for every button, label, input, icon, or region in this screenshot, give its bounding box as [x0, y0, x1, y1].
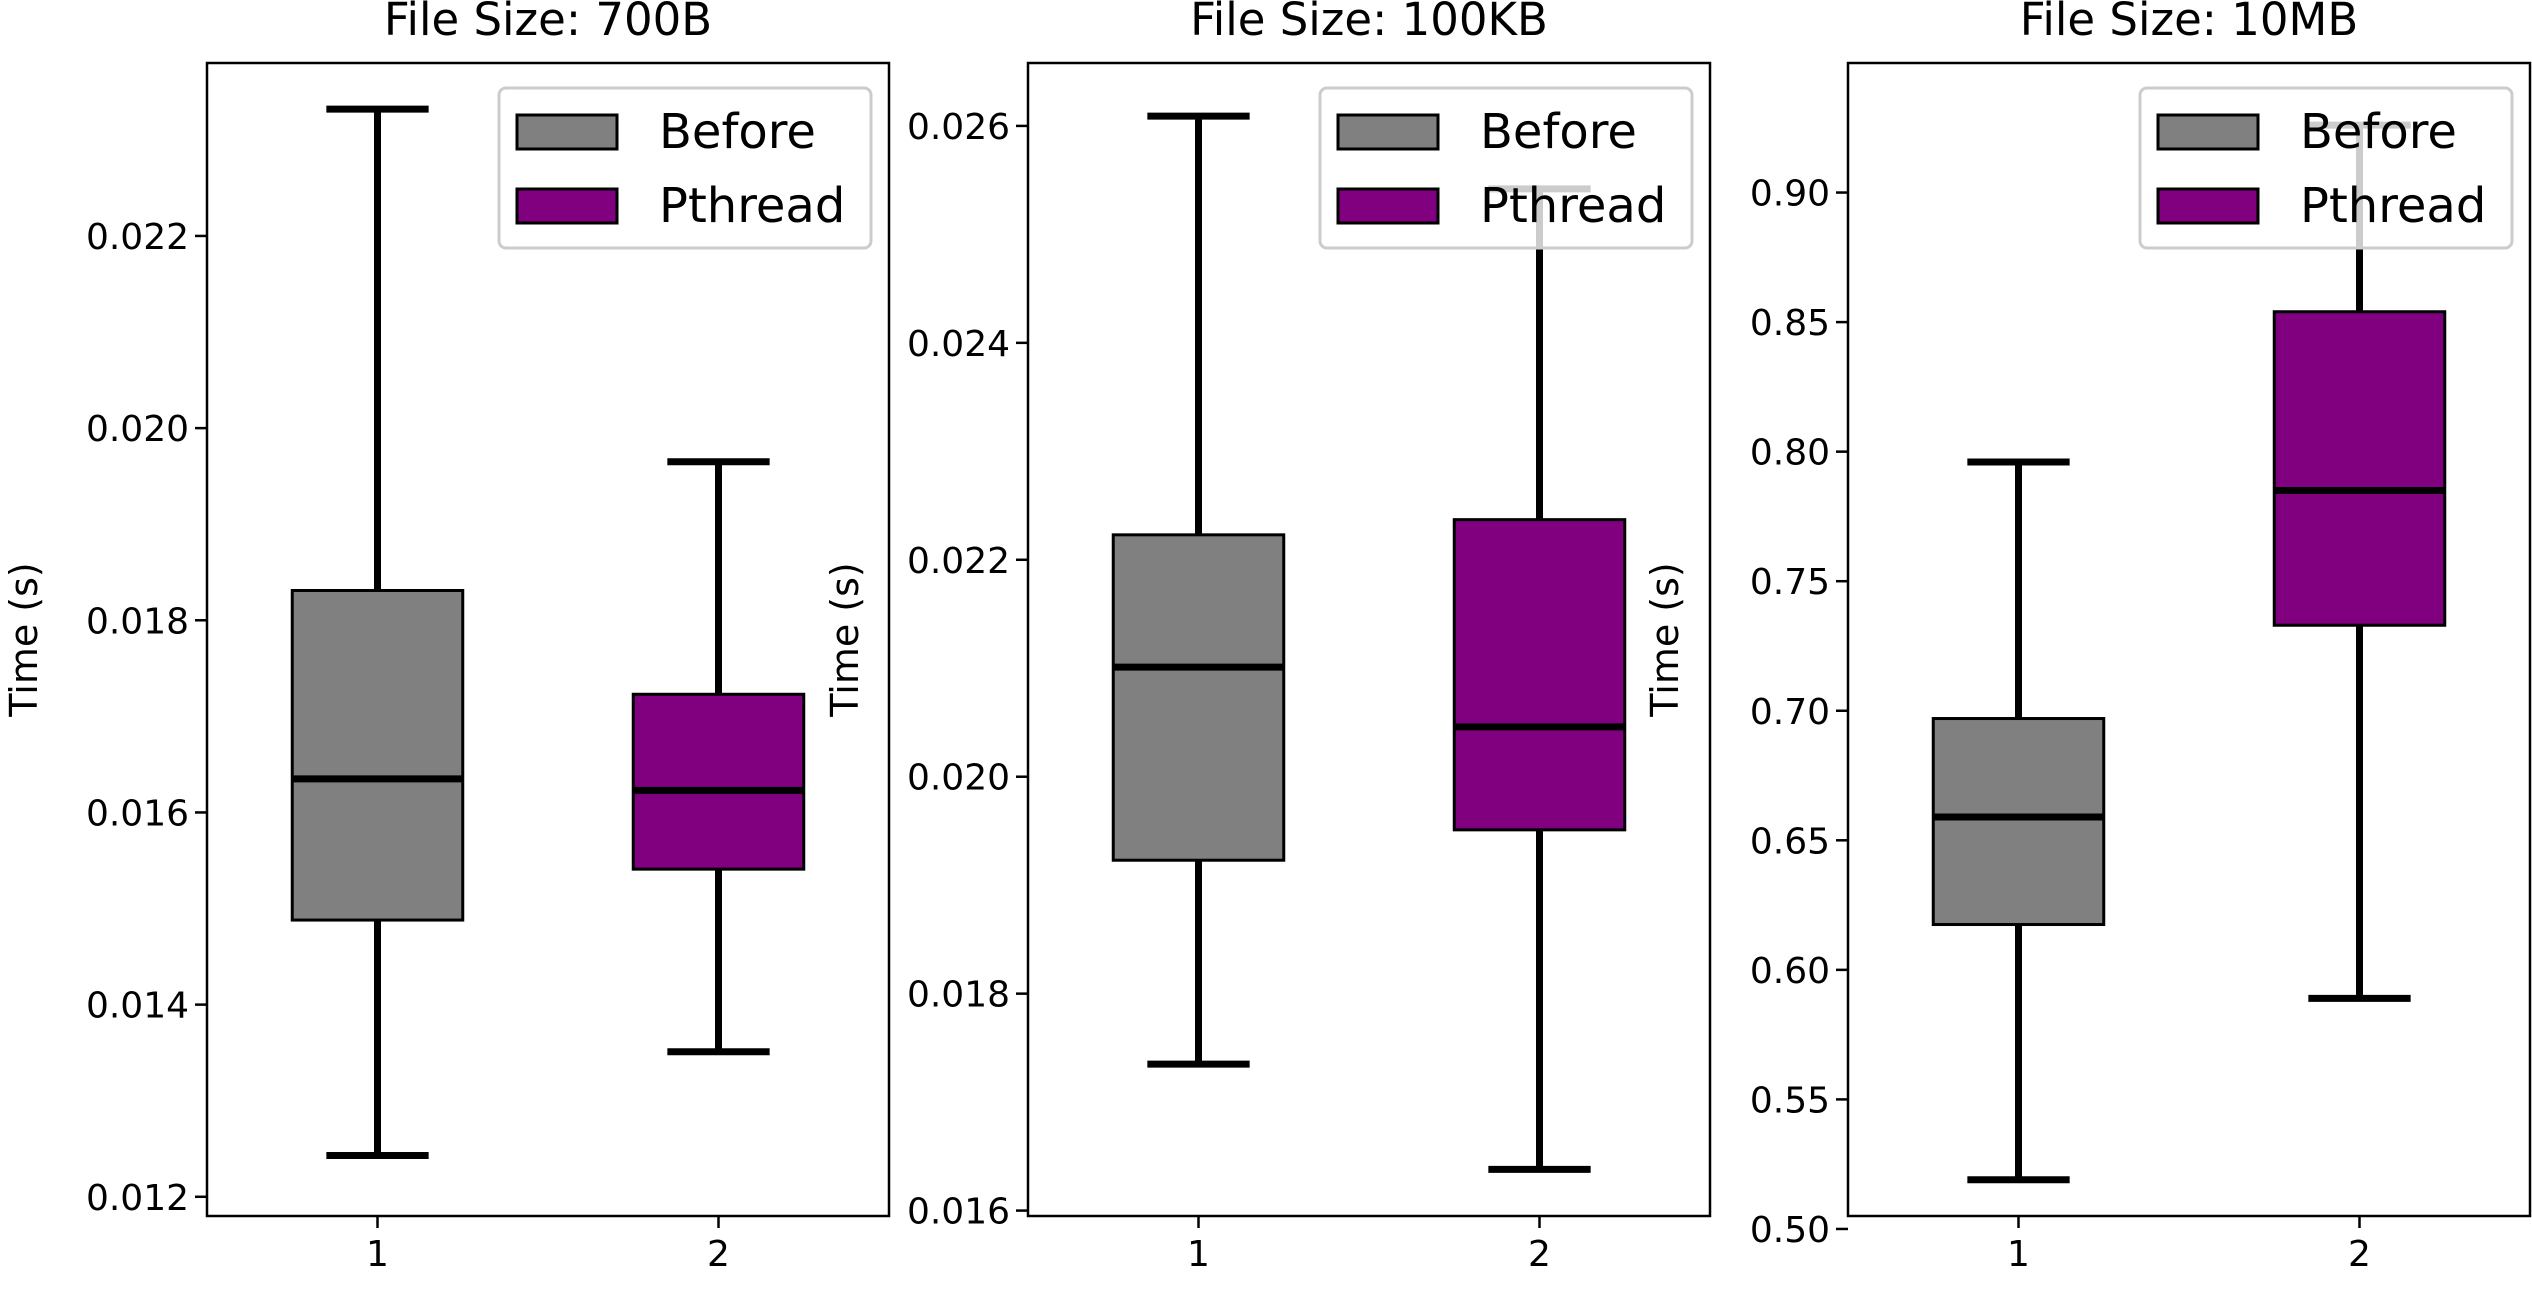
chart-title: File Size: 700B — [384, 0, 712, 46]
iqr-box — [631, 692, 806, 871]
legend-swatch — [1336, 113, 1440, 151]
iqr-box — [1452, 518, 1627, 832]
y-tick-label: 0.016 — [907, 1192, 1010, 1233]
chart-title: File Size: 100KB — [1190, 0, 1548, 46]
x-tick-label: 1 — [366, 1234, 389, 1275]
box-pthread — [1452, 185, 1627, 1173]
legend-swatch — [2156, 187, 2260, 225]
y-tick-label: 0.022 — [907, 541, 1010, 582]
iqr-box — [2272, 310, 2447, 627]
y-tick-label: 0.60 — [1750, 951, 1830, 992]
y-tick-label: 0.65 — [1750, 821, 1830, 862]
x-tick-label: 2 — [2348, 1234, 2371, 1275]
subplot-3: File Size: 10MB 0.50 0.55 0.60 0.65 0.70 0.75 0… — [1643, 0, 2532, 1275]
legend-label: Before — [2300, 104, 2457, 160]
legend: Before Pthread — [2138, 86, 2514, 250]
y-tick-label: 0.70 — [1750, 692, 1830, 733]
x-tick-label: 1 — [1187, 1234, 1210, 1275]
y-tick-label: 0.018 — [907, 975, 1010, 1016]
y-tick-label: 0.022 — [86, 217, 189, 258]
y-tick-label: 0.50 — [1750, 1210, 1830, 1251]
y-tick-label: 0.80 — [1750, 433, 1830, 474]
y-tick-label: 0.018 — [86, 601, 189, 642]
x-tick-label: 2 — [707, 1234, 730, 1275]
y-tick-label: 0.90 — [1750, 174, 1830, 215]
legend-swatch — [515, 187, 619, 225]
y-tick-label: 0.024 — [907, 324, 1010, 365]
y-axis-label: Time (s) — [2, 562, 46, 718]
iqr-box — [1931, 717, 2106, 927]
y-tick-label: 0.026 — [907, 107, 1010, 148]
iqr-box — [1111, 533, 1286, 862]
legend-swatch — [2156, 113, 2260, 151]
y-axis-label: Time (s) — [1643, 562, 1687, 718]
x-tick-label: 1 — [2007, 1234, 2030, 1275]
y-tick-label: 0.020 — [907, 758, 1010, 799]
subplot-2: File Size: 100KB 0.016 0.018 0.020 0.022 0.02… — [823, 0, 1712, 1275]
y-tick-label: 0.55 — [1750, 1080, 1830, 1121]
box-before — [1931, 458, 2106, 1184]
y-axis-label: Time (s) — [823, 562, 867, 718]
box-pthread — [2272, 121, 2447, 1002]
y-tick-label: 0.014 — [86, 986, 189, 1027]
legend-label: Before — [659, 104, 816, 160]
subplot-1: File Size: 700B 0.012 0.014 0.016 0.018 0.020… — [2, 0, 891, 1275]
iqr-box — [290, 588, 465, 922]
legend-swatch — [515, 113, 619, 151]
box-before — [290, 105, 465, 1159]
legend: Before Pthread — [497, 86, 873, 250]
y-tick-label: 0.012 — [86, 1178, 189, 1219]
chart-title: File Size: 10MB — [2020, 0, 2358, 46]
box-pthread — [631, 458, 806, 1056]
box-before — [1111, 112, 1286, 1068]
y-tick-label: 0.020 — [86, 409, 189, 450]
y-tick-label: 0.016 — [86, 793, 189, 834]
legend-label: Pthread — [1480, 178, 1666, 234]
axes-frame — [1846, 61, 2532, 1218]
legend-label: Before — [1480, 104, 1637, 160]
x-tick-label: 2 — [1528, 1234, 1551, 1275]
y-tick-label: 0.85 — [1750, 303, 1830, 344]
legend-label: Pthread — [659, 178, 845, 234]
legend-label: Pthread — [2300, 178, 2486, 234]
legend-swatch — [1336, 187, 1440, 225]
legend: Before Pthread — [1318, 86, 1694, 250]
axes-frame — [1026, 61, 1712, 1218]
axes-frame — [205, 61, 891, 1218]
y-tick-label: 0.75 — [1750, 562, 1830, 603]
